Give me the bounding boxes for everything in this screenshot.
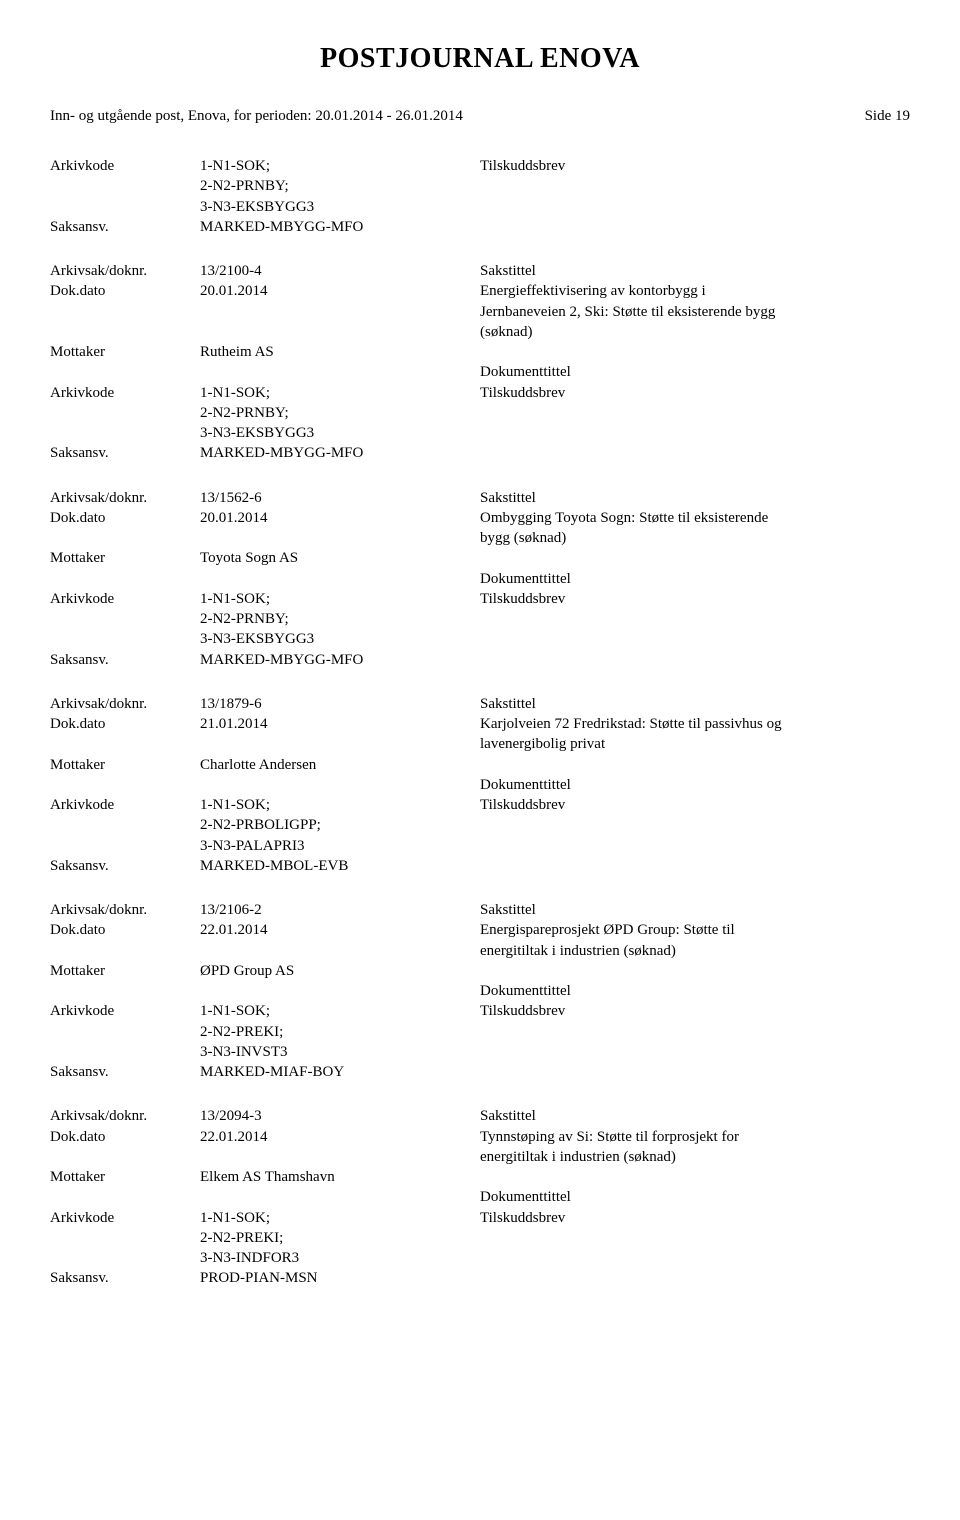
saksansv-value: PROD-PIAN-MSN	[200, 1268, 480, 1288]
journal-entry: Arkivsak/doknr. 13/2100-4 Sakstittel Dok…	[50, 261, 910, 464]
dokdato-label: Dok.dato	[50, 281, 200, 342]
dokdato-label: Dok.dato	[50, 1127, 200, 1168]
arkivkode-value: 1-N1-SOK; 2-N2-PRNBY; 3-N3-EKSBYGG3	[200, 383, 480, 444]
dokdato-value: 20.01.2014	[200, 281, 480, 342]
dokdato-value: 21.01.2014	[200, 714, 480, 755]
journal-entry: Arkivsak/doknr. 13/1879-6 Sakstittel Dok…	[50, 694, 910, 876]
tilskuddsbrev-label: Tilskuddsbrev	[480, 795, 910, 856]
entries-container: Arkivsak/doknr. 13/2100-4 Sakstittel Dok…	[50, 261, 910, 1289]
journal-entry: Arkivsak/doknr. 13/2094-3 Sakstittel Dok…	[50, 1106, 910, 1288]
sakstittel-value: Ombygging Toyota Sogn: Støtte til eksist…	[480, 508, 910, 549]
saksansv-value: MARKED-MIAF-BOY	[200, 1062, 480, 1082]
arkivsak-label: Arkivsak/doknr.	[50, 261, 200, 281]
arkivsak-value: 13/2100-4	[200, 261, 480, 281]
saksansv-label: Saksansv.	[50, 1268, 200, 1288]
dokumenttittel-label: Dokumenttittel	[480, 981, 910, 1001]
mottaker-label: Mottaker	[50, 755, 200, 775]
arkivkode-label: Arkivkode	[50, 156, 200, 217]
arkivkode-value: 1-N1-SOK; 2-N2-PRBOLIGPP; 3-N3-PALAPRI3	[200, 795, 480, 856]
arkivsak-label: Arkivsak/doknr.	[50, 900, 200, 920]
saksansv-value: MARKED-MBYGG-MFO	[200, 650, 480, 670]
arkivkode-value: 1-N1-SOK; 2-N2-PREKI; 3-N3-INVST3	[200, 1001, 480, 1062]
dokdato-label: Dok.dato	[50, 508, 200, 549]
journal-entry: Arkivsak/doknr. 13/1562-6 Sakstittel Dok…	[50, 488, 910, 670]
arkivsak-label: Arkivsak/doknr.	[50, 1106, 200, 1126]
arkivsak-label: Arkivsak/doknr.	[50, 488, 200, 508]
arkivkode-label: Arkivkode	[50, 795, 200, 856]
tilskuddsbrev-label: Tilskuddsbrev	[480, 383, 910, 444]
sakstittel-label: Sakstittel	[480, 261, 910, 281]
sakstittel-value: Tynnstøping av Si: Støtte til forprosjek…	[480, 1127, 910, 1168]
arkivkode-label: Arkivkode	[50, 1208, 200, 1269]
arkivkode-label: Arkivkode	[50, 383, 200, 444]
sakstittel-value: Energispareprosjekt ØPD Group: Støtte ti…	[480, 920, 910, 961]
tilskuddsbrev-label: Tilskuddsbrev	[480, 589, 910, 650]
journal-entry: Arkivsak/doknr. 13/2106-2 Sakstittel Dok…	[50, 900, 910, 1082]
tilskuddsbrev-label: Tilskuddsbrev	[480, 1001, 910, 1062]
tilskuddsbrev-label: Tilskuddsbrev	[480, 1208, 910, 1269]
arkivkode-label: Arkivkode	[50, 1001, 200, 1062]
dokdato-value: 22.01.2014	[200, 1127, 480, 1168]
sakstittel-label: Sakstittel	[480, 1106, 910, 1126]
arkivsak-label: Arkivsak/doknr.	[50, 694, 200, 714]
page-title: POSTJOURNAL ENOVA	[50, 40, 910, 78]
preamble-block: Arkivkode 1-N1-SOK; 2-N2-PRNBY; 3-N3-EKS…	[50, 156, 910, 237]
sakstittel-value: Karjolveien 72 Fredrikstad: Støtte til p…	[480, 714, 910, 755]
dokdato-label: Dok.dato	[50, 920, 200, 961]
sakstittel-value: Energieffektivisering av kontorbygg i Je…	[480, 281, 910, 342]
mottaker-label: Mottaker	[50, 961, 200, 981]
saksansv-label: Saksansv.	[50, 443, 200, 463]
mottaker-value: Elkem AS Thamshavn	[200, 1167, 480, 1187]
dokdato-value: 22.01.2014	[200, 920, 480, 961]
mottaker-label: Mottaker	[50, 342, 200, 362]
mottaker-value: Toyota Sogn AS	[200, 548, 480, 568]
sakstittel-label: Sakstittel	[480, 488, 910, 508]
context-left: Inn- og utgående post, Enova, for period…	[50, 106, 463, 126]
dokdato-value: 20.01.2014	[200, 508, 480, 549]
mottaker-value: Rutheim AS	[200, 342, 480, 362]
dokumenttittel-label: Dokumenttittel	[480, 569, 910, 589]
sakstittel-label: Sakstittel	[480, 900, 910, 920]
dokumenttittel-label: Dokumenttittel	[480, 775, 910, 795]
saksansv-value: MARKED-MBYGG-MFO	[200, 217, 480, 237]
dokumenttittel-label: Dokumenttittel	[480, 1187, 910, 1207]
saksansv-label: Saksansv.	[50, 650, 200, 670]
saksansv-label: Saksansv.	[50, 856, 200, 876]
arkivsak-value: 13/1879-6	[200, 694, 480, 714]
saksansv-value: MARKED-MBYGG-MFO	[200, 443, 480, 463]
mottaker-value: Charlotte Andersen	[200, 755, 480, 775]
mottaker-label: Mottaker	[50, 548, 200, 568]
sakstittel-label: Sakstittel	[480, 694, 910, 714]
context-right: Side 19	[865, 106, 910, 126]
mottaker-value: ØPD Group AS	[200, 961, 480, 981]
tilskuddsbrev-label: Tilskuddsbrev	[480, 156, 910, 217]
saksansv-label: Saksansv.	[50, 217, 200, 237]
arkivsak-value: 13/1562-6	[200, 488, 480, 508]
arkivkode-label: Arkivkode	[50, 589, 200, 650]
mottaker-label: Mottaker	[50, 1167, 200, 1187]
arkivsak-value: 13/2106-2	[200, 900, 480, 920]
context-row: Inn- og utgående post, Enova, for period…	[50, 106, 910, 126]
arkivsak-value: 13/2094-3	[200, 1106, 480, 1126]
arkivkode-value: 1-N1-SOK; 2-N2-PRNBY; 3-N3-EKSBYGG3	[200, 156, 480, 217]
arkivkode-value: 1-N1-SOK; 2-N2-PREKI; 3-N3-INDFOR3	[200, 1208, 480, 1269]
dokdato-label: Dok.dato	[50, 714, 200, 755]
dokumenttittel-label: Dokumenttittel	[480, 362, 910, 382]
saksansv-value: MARKED-MBOL-EVB	[200, 856, 480, 876]
arkivkode-value: 1-N1-SOK; 2-N2-PRNBY; 3-N3-EKSBYGG3	[200, 589, 480, 650]
saksansv-label: Saksansv.	[50, 1062, 200, 1082]
